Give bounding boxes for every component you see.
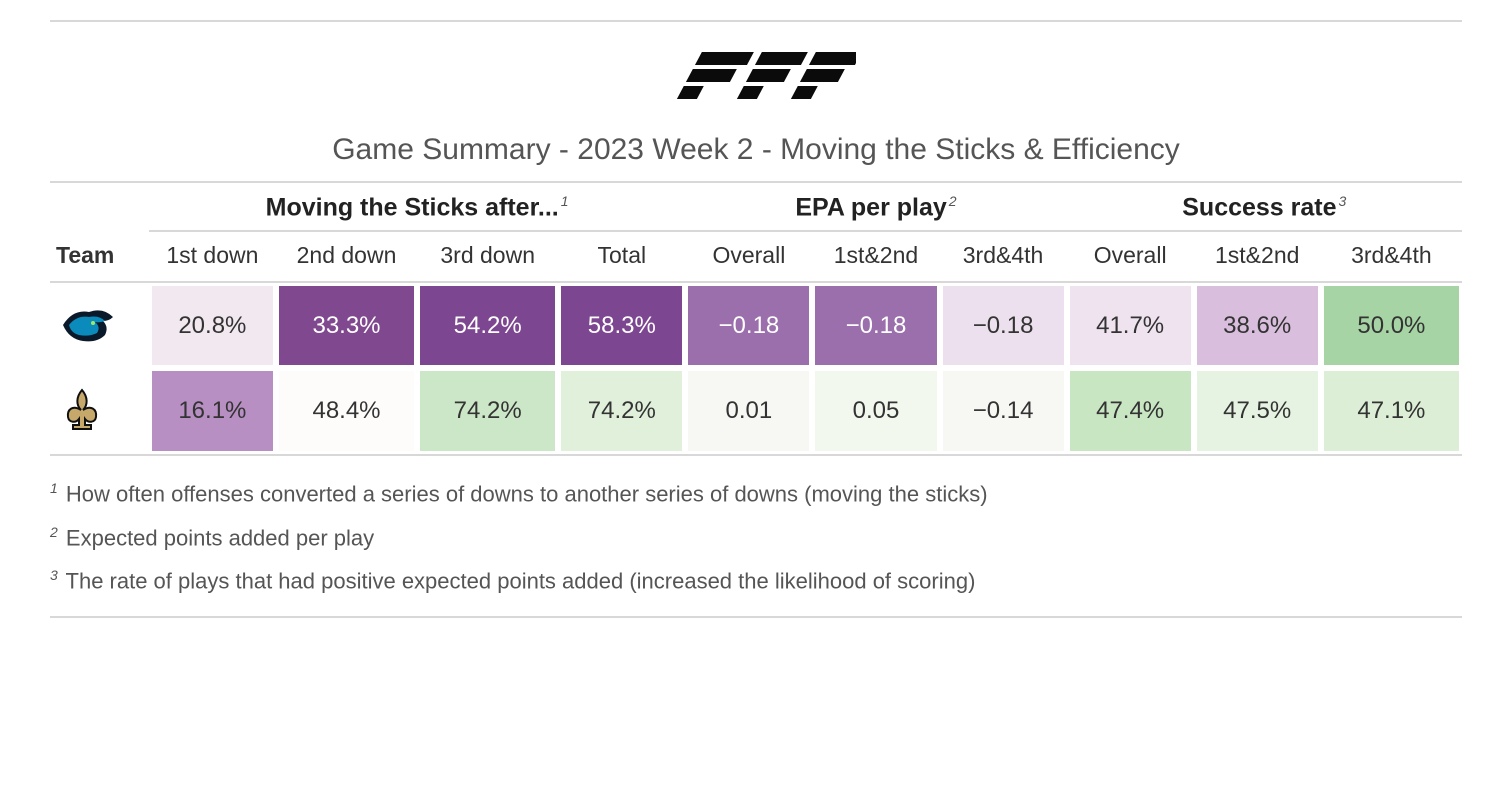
data-cell: 20.8% xyxy=(149,282,276,368)
cell-value: 54.2% xyxy=(454,312,522,340)
cell-value: 47.5% xyxy=(1223,397,1291,425)
cell-value: −0.18 xyxy=(973,312,1034,340)
data-cell: 58.3% xyxy=(558,282,685,368)
section-sup: 3 xyxy=(1339,193,1347,209)
data-cell: −0.18 xyxy=(940,282,1067,368)
data-cell: 38.6% xyxy=(1194,282,1321,368)
col-e1: Overall xyxy=(685,231,812,282)
footnote-num: 1 xyxy=(50,480,58,496)
team-logo-icon xyxy=(59,305,117,347)
footnote-text: Expected points added per play xyxy=(66,525,374,550)
section-label: EPA per play xyxy=(795,193,946,221)
stats-table: Moving the Sticks after...1 EPA per play… xyxy=(50,181,1462,454)
col-s2: 1st&2nd xyxy=(1194,231,1321,282)
data-cell: 47.4% xyxy=(1067,368,1194,454)
data-cell: −0.18 xyxy=(685,282,812,368)
col-m2: 2nd down xyxy=(276,231,417,282)
data-cell: 74.2% xyxy=(558,368,685,454)
table-row: 20.8% 33.3% 54.2% 58.3% −0.18 −0.18 −0.18 41.7%… xyxy=(50,282,1462,368)
cell-value: 48.4% xyxy=(312,397,380,425)
footnote-text: How often offenses converted a series of… xyxy=(66,482,988,507)
data-cell: 41.7% xyxy=(1067,282,1194,368)
cell-value: 47.4% xyxy=(1096,397,1164,425)
col-m3: 3rd down xyxy=(417,231,558,282)
header-blank xyxy=(50,182,149,231)
page-title: Game Summary - 2023 Week 2 - Moving the … xyxy=(50,125,1462,181)
col-e2: 1st&2nd xyxy=(812,231,939,282)
footnote: 1 How often offenses converted a series … xyxy=(50,472,1462,515)
data-cell: 47.1% xyxy=(1321,368,1462,454)
cell-value: −0.18 xyxy=(846,312,907,340)
data-cell: 50.0% xyxy=(1321,282,1462,368)
data-cell: 47.5% xyxy=(1194,368,1321,454)
col-e3: 3rd&4th xyxy=(940,231,1067,282)
section-label: Moving the Sticks after... xyxy=(266,193,559,221)
data-cell: 48.4% xyxy=(276,368,417,454)
section-header-success: Success rate3 xyxy=(1067,182,1462,231)
section-header-epa: EPA per play2 xyxy=(685,182,1066,231)
team-cell xyxy=(50,282,149,368)
data-cell: 16.1% xyxy=(149,368,276,454)
data-cell: −0.18 xyxy=(812,282,939,368)
col-team: Team xyxy=(50,231,149,282)
logo-area xyxy=(50,22,1462,125)
footnote: 2 Expected points added per play xyxy=(50,516,1462,559)
cell-value: −0.18 xyxy=(719,312,780,340)
cell-value: 0.01 xyxy=(726,397,773,425)
cell-value: 50.0% xyxy=(1357,312,1425,340)
cell-value: 74.2% xyxy=(454,397,522,425)
section-header-moving: Moving the Sticks after...1 xyxy=(149,182,686,231)
footnotes: 1 How often offenses converted a series … xyxy=(50,456,1462,618)
cell-value: 0.05 xyxy=(853,397,900,425)
cell-value: 38.6% xyxy=(1223,312,1291,340)
data-cell: −0.14 xyxy=(940,368,1067,454)
section-sup: 2 xyxy=(949,193,957,209)
data-cell: 33.3% xyxy=(276,282,417,368)
section-label: Success rate xyxy=(1182,193,1336,221)
team-cell xyxy=(50,368,149,454)
pff-logo-icon xyxy=(656,48,856,107)
footnote-num: 3 xyxy=(50,567,58,583)
col-m1: 1st down xyxy=(149,231,276,282)
footnote-num: 2 xyxy=(50,524,58,540)
cell-value: −0.14 xyxy=(973,397,1034,425)
cell-value: 58.3% xyxy=(588,312,656,340)
data-cell: 0.05 xyxy=(812,368,939,454)
cell-value: 74.2% xyxy=(588,397,656,425)
team-logo-icon xyxy=(59,387,105,435)
cell-value: 33.3% xyxy=(312,312,380,340)
data-cell: 0.01 xyxy=(685,368,812,454)
cell-value: 47.1% xyxy=(1357,397,1425,425)
cell-value: 41.7% xyxy=(1096,312,1164,340)
cell-value: 20.8% xyxy=(178,312,246,340)
col-mt: Total xyxy=(558,231,685,282)
col-s3: 3rd&4th xyxy=(1321,231,1462,282)
footnote: 3 The rate of plays that had positive ex… xyxy=(50,559,1462,602)
footnote-text: The rate of plays that had positive expe… xyxy=(66,568,976,593)
section-sup: 1 xyxy=(561,193,569,209)
table-row: 16.1% 48.4% 74.2% 74.2% 0.01 0.05 −0.14 47.4% 47… xyxy=(50,368,1462,454)
col-s1: Overall xyxy=(1067,231,1194,282)
data-cell: 74.2% xyxy=(417,368,558,454)
cell-value: 16.1% xyxy=(178,397,246,425)
data-cell: 54.2% xyxy=(417,282,558,368)
